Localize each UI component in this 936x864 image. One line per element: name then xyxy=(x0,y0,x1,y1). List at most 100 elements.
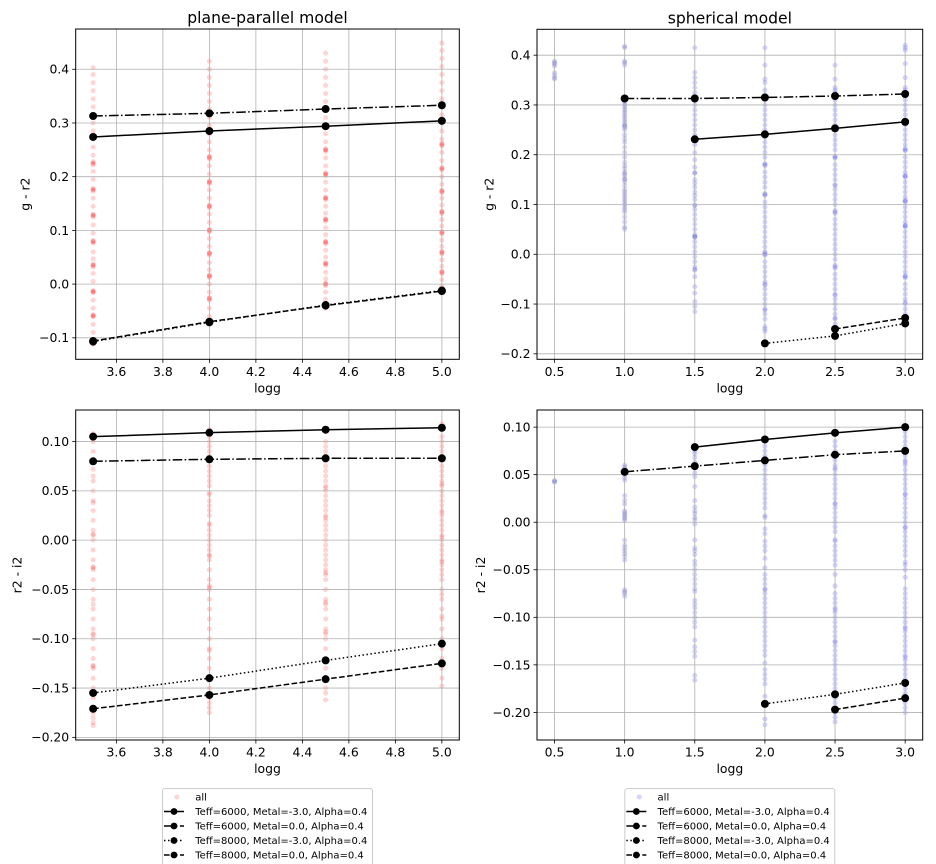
x-tick-label: 2.5 xyxy=(825,364,845,379)
scatter-point xyxy=(90,663,96,669)
scatter-point xyxy=(323,443,329,449)
series-marker xyxy=(620,94,629,103)
legend-entry-all: all xyxy=(636,793,669,804)
scatter-point xyxy=(323,173,329,179)
scatter-point xyxy=(323,468,329,474)
plot-area xyxy=(75,29,460,360)
legend-label: Teff=8000, Metal=-3.0, Alpha=0.4 xyxy=(657,836,830,847)
x-tick-label: 3.0 xyxy=(895,364,915,379)
series-dashed xyxy=(831,694,910,714)
axes-frame xyxy=(75,28,460,360)
y-tick-label: −0.15 xyxy=(493,657,531,672)
y-tick-label: 0.2 xyxy=(511,147,531,162)
scatter-point xyxy=(323,131,329,137)
y-tick-label: 0.00 xyxy=(503,515,531,530)
scatter-point xyxy=(90,297,96,303)
scatter-point xyxy=(323,171,329,177)
legend-label: Teff=6000, Metal=-3.0, Alpha=0.4 xyxy=(657,807,830,818)
x-tick-label: 2.5 xyxy=(825,745,845,760)
subplot-bottom-left: 3.6 3.8 4.0 4.2 4.4 4.6 4.8 5.0 −0.20 −0.15 −0.10 −… xyxy=(10,409,460,776)
scatter-point xyxy=(90,321,96,327)
y-tick-label: 0.00 xyxy=(42,533,70,548)
scatter-point xyxy=(323,276,329,282)
scatter-point xyxy=(90,278,96,284)
y-tick-label: 0.3 xyxy=(511,97,531,112)
subplot-title: plane-parallel model xyxy=(187,9,347,27)
scatter-point xyxy=(90,567,96,573)
scatter-point xyxy=(90,601,96,607)
series-marker xyxy=(901,446,910,455)
scatter-point xyxy=(323,599,329,605)
scatter-point xyxy=(323,567,329,573)
scatter-point xyxy=(323,269,329,275)
series-marker xyxy=(831,705,840,714)
series-marker xyxy=(437,116,446,125)
series-marker xyxy=(690,94,699,103)
series-solid xyxy=(89,423,446,441)
scatter-point xyxy=(323,179,329,185)
scatter-point xyxy=(323,631,329,637)
scatter-point xyxy=(90,239,96,245)
y-axis-label: r2 - i2 xyxy=(10,557,25,594)
series-marker xyxy=(437,659,446,668)
scatter-point xyxy=(323,261,329,267)
scatter-point xyxy=(90,289,96,295)
scatter-point xyxy=(90,168,96,174)
subplot-title: spherical model xyxy=(668,10,792,28)
series-marker xyxy=(901,423,910,432)
series-marker xyxy=(901,694,910,703)
scatter-point xyxy=(90,162,96,168)
scatter-point xyxy=(90,288,96,294)
scatter-point xyxy=(90,144,96,150)
scatter-point xyxy=(323,203,329,209)
scatter-point xyxy=(90,675,96,681)
scatter-point xyxy=(90,498,96,504)
y-tick-label: −0.1 xyxy=(39,330,69,345)
series-marker xyxy=(437,287,446,296)
legend-marker xyxy=(170,837,178,844)
legend-entry-all: all xyxy=(174,793,207,804)
scatter-point xyxy=(323,50,329,56)
scatter-point xyxy=(90,527,96,533)
series-marker xyxy=(89,688,98,697)
y-tick-label: 0.05 xyxy=(503,467,531,482)
series-marker xyxy=(437,454,446,463)
y-tick-label: 0.10 xyxy=(42,434,70,449)
scatter-point xyxy=(323,99,329,105)
series-line xyxy=(93,457,442,463)
scatter-point xyxy=(323,572,329,578)
series-marker xyxy=(901,319,910,328)
axes-frame xyxy=(536,409,924,741)
x-tick-label: 4.0 xyxy=(200,364,220,379)
series-dashdot xyxy=(89,454,446,466)
legend-frame xyxy=(624,788,836,864)
scatter-point xyxy=(323,195,329,201)
scatter-point xyxy=(90,312,96,318)
legend-marker xyxy=(170,822,178,830)
series-line xyxy=(694,121,906,141)
subplot-top-right: 0.5 1.0 1.5 2.0 2.5 3.0 −0.2 −0.1 0.0 0.1 0.2 0.3 0.… xyxy=(482,10,924,395)
series-dotted xyxy=(89,639,446,697)
scatter-point xyxy=(90,187,96,193)
scatter-point xyxy=(323,601,329,607)
x-tick-label: 1.5 xyxy=(685,745,705,760)
x-tick-label: 3.6 xyxy=(107,364,127,379)
y-tick-label: −0.15 xyxy=(31,680,69,695)
x-tick-label: 4.6 xyxy=(339,745,359,760)
scatter-point xyxy=(90,176,96,182)
x-tick-label: 1.0 xyxy=(615,364,635,379)
scatter-point xyxy=(323,512,329,518)
plot-area xyxy=(537,410,923,740)
axes-frame xyxy=(75,409,460,741)
series-marker xyxy=(690,462,699,471)
series-marker xyxy=(620,467,629,476)
series-marker xyxy=(437,101,446,110)
x-axis-label: logg xyxy=(254,761,281,776)
scatter-point xyxy=(90,532,96,538)
scatter-point xyxy=(323,522,329,528)
scatter-point xyxy=(323,665,329,671)
x-tick-label: 4.8 xyxy=(386,745,406,760)
series-marker xyxy=(89,432,98,441)
series-marker xyxy=(760,699,769,708)
scatter-point xyxy=(323,577,329,583)
